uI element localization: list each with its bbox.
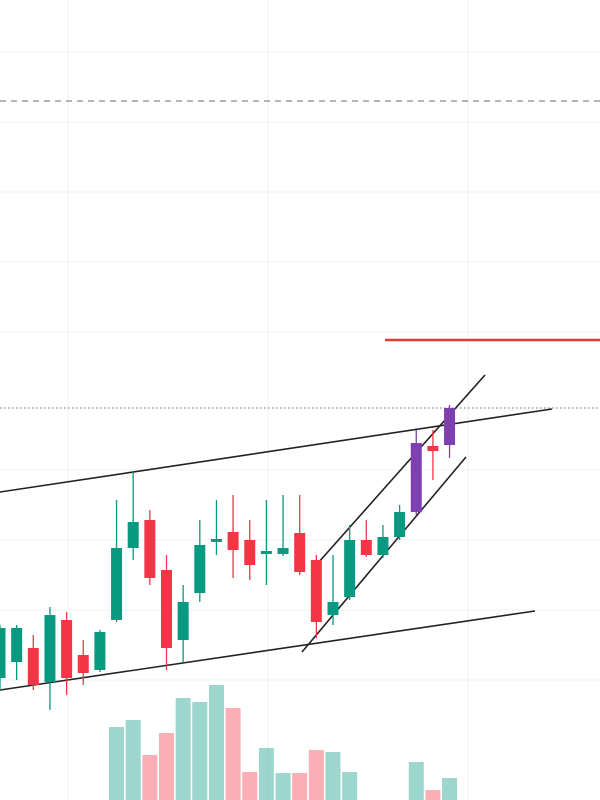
volume-bar [442, 778, 458, 800]
candles [0, 405, 456, 710]
volume-bar [408, 762, 424, 800]
candle-body [244, 540, 256, 565]
volume-bar [175, 698, 191, 800]
volume-bars [109, 685, 458, 800]
candle-body [61, 620, 73, 678]
candle-body [360, 540, 372, 555]
volume-bar [325, 752, 341, 800]
candle-body [210, 539, 222, 542]
candle-body [27, 648, 39, 685]
candle-body [127, 522, 139, 548]
candle-body [377, 537, 389, 555]
candle-body [194, 545, 206, 593]
candle-body [394, 512, 406, 537]
volume-bar [192, 702, 208, 800]
candle-body [427, 446, 439, 451]
candle-body [44, 615, 56, 682]
candle-body [277, 548, 289, 554]
candle-body [310, 560, 322, 622]
candle-body [144, 520, 156, 578]
candle-body [260, 551, 272, 554]
volume-bar [225, 708, 241, 800]
candle-body [410, 443, 422, 512]
volume-bar [308, 750, 324, 800]
candle-body [444, 408, 456, 445]
trend-line [0, 610, 536, 691]
candle-body [0, 628, 6, 678]
channel-line [317, 374, 486, 564]
volume-bar [292, 773, 308, 800]
candle-body [327, 602, 339, 615]
candle-body [94, 632, 106, 670]
candle-body [161, 570, 172, 648]
volume-bar [125, 720, 141, 800]
volume-bar [425, 790, 441, 800]
candle-body [77, 655, 89, 673]
candle-body [11, 628, 23, 662]
volume-bar [142, 755, 158, 800]
volume-bar [275, 773, 291, 800]
volume-bar [258, 748, 274, 800]
volume-bar [208, 685, 224, 800]
candle-body [111, 548, 123, 620]
volume-bar [109, 727, 125, 800]
trend-line [0, 408, 553, 493]
volume-bar [342, 772, 358, 800]
candle-body [177, 602, 189, 640]
candle-body [344, 540, 356, 597]
drawings [0, 100, 600, 691]
candle-body [294, 533, 306, 572]
volume-bar [159, 733, 174, 800]
candle-body [227, 532, 239, 550]
volume-bar [242, 772, 258, 800]
